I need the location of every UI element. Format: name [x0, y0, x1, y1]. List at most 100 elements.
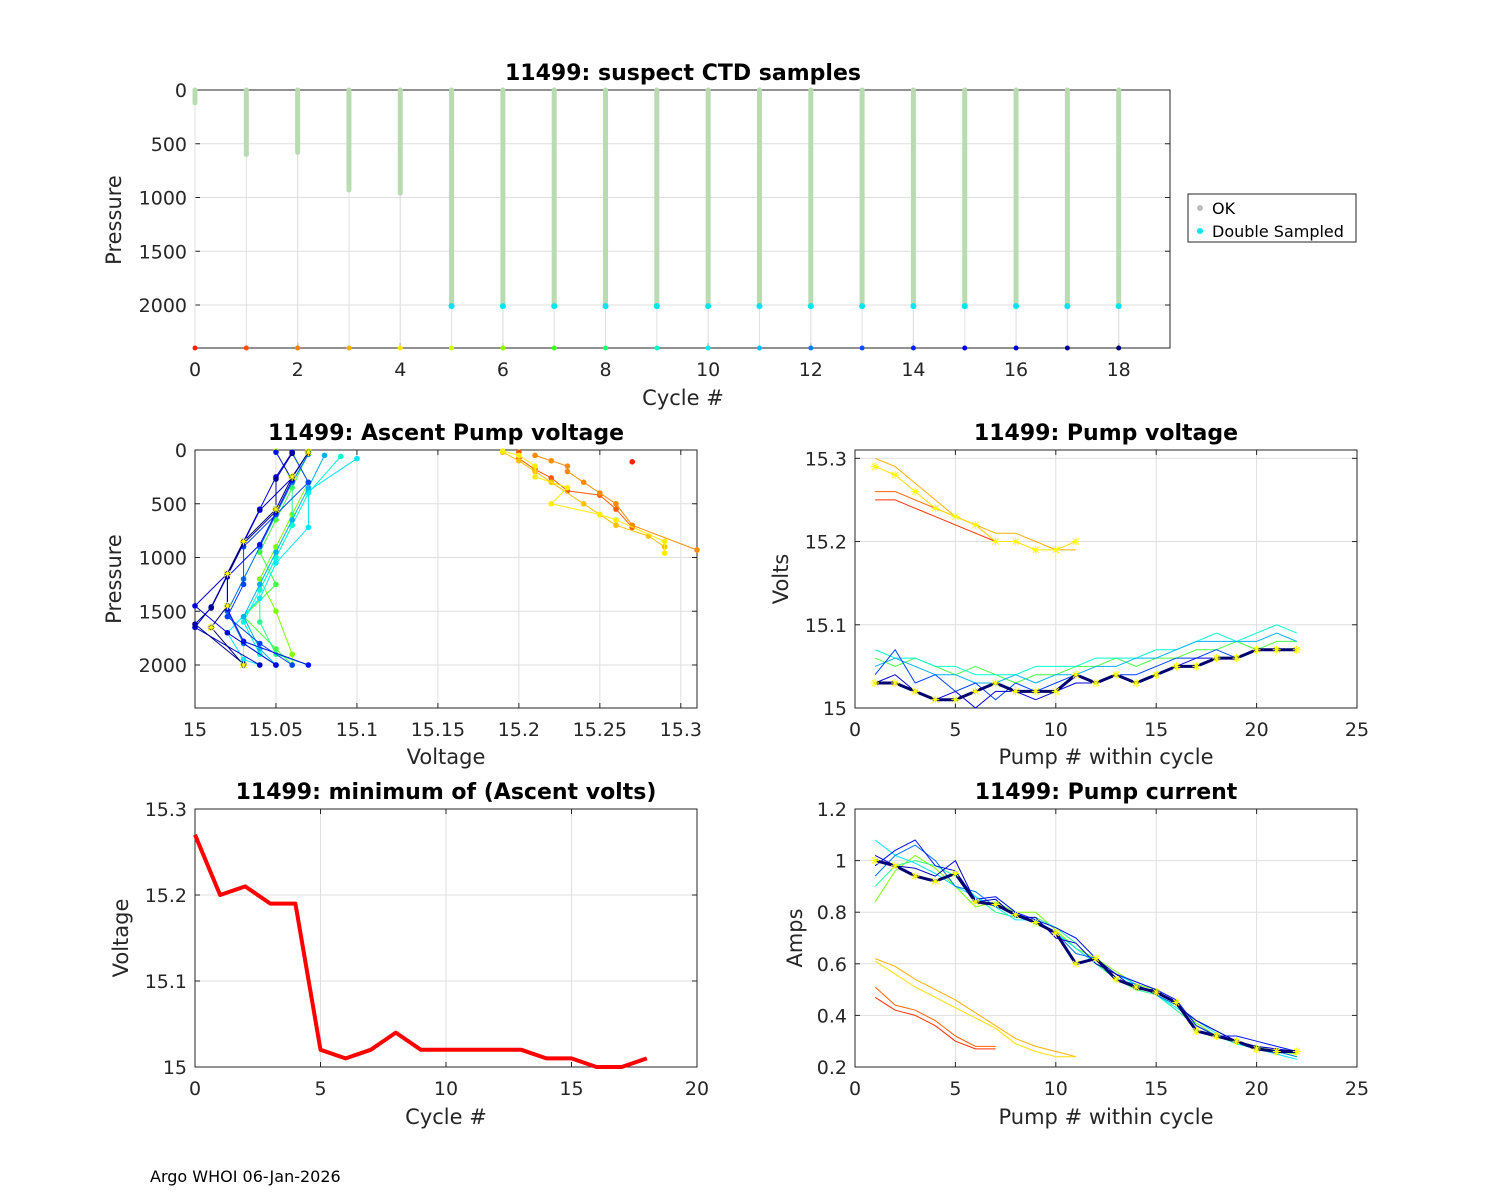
ascent-point: [273, 517, 279, 523]
pumpc-latest-star: [891, 861, 900, 870]
pumpv-series-line: [875, 648, 1297, 702]
ctd-cycle-marker: [397, 345, 403, 351]
pumpv-latest-star: [1192, 662, 1201, 671]
ascent-point: [694, 547, 700, 553]
ascent-point: [273, 581, 279, 588]
ascent-x-tick-label: 15.25: [573, 719, 627, 741]
ascent-latest-star: [207, 623, 216, 632]
ascent-point: [273, 449, 279, 455]
pumpv-y-tick-label: 15.2: [805, 532, 847, 554]
pumpv-latest-star: [891, 679, 900, 688]
pumpc-series-line: [874, 986, 996, 1047]
pumpv-star: [1031, 545, 1040, 554]
ctd-cycle-marker: [243, 345, 249, 351]
pumpv-axes-box: [854, 449, 1358, 709]
minv-x-tick-label: 20: [685, 1078, 709, 1100]
ascent-axes-box: [194, 449, 698, 709]
pumpv-y-tick-label: 15: [823, 698, 847, 720]
ctd-cycle-marker: [1013, 345, 1019, 351]
ascent-point: [532, 452, 538, 459]
ctd-double-sampled-point: [961, 303, 968, 310]
ascent-point: [613, 517, 619, 523]
ctd-cycle-marker: [1116, 345, 1122, 351]
ascent-point: [192, 621, 198, 627]
ascent-point: [273, 476, 279, 482]
ascent-point: [273, 560, 279, 566]
ascent-latest-star: [288, 472, 297, 481]
ascent-point: [532, 463, 538, 469]
legend-double-sampled-marker: [1197, 228, 1203, 234]
minv-y-axis-label: Voltage: [109, 899, 133, 978]
pumpv-star: [911, 487, 920, 496]
pumpc-series-line: [874, 854, 1297, 1052]
pumpv-latest-star: [1232, 654, 1241, 663]
pumpc-x-tick-label: 10: [1044, 1078, 1068, 1100]
minv-y-tick-label: 15.3: [145, 799, 187, 821]
ctd-y-tick-label: 2000: [139, 295, 187, 317]
ascent-point: [256, 541, 263, 548]
ascent-point: [613, 506, 619, 512]
ctd-cycle-marker: [962, 345, 968, 351]
ctd-cycle-marker: [449, 345, 455, 351]
pumpc-chart-title: 11499: Pump current: [975, 780, 1238, 805]
ctd-x-tick-label: 2: [292, 359, 304, 381]
ascent-point: [256, 576, 263, 582]
ascent-series-line: [194, 452, 293, 665]
pumpc-axes-box: [854, 808, 1358, 1068]
ctd-x-axis-label: Cycle #: [642, 386, 724, 410]
pumpc-marks: [871, 839, 1301, 1060]
pumpv-x-tick-label: 0: [849, 719, 861, 741]
ascent-point: [256, 662, 263, 668]
ascent-point: [273, 646, 279, 652]
ascent-point: [256, 581, 263, 588]
ascent-x-tick-label: 15.1: [336, 719, 378, 741]
ctd-x-tick-label: 8: [599, 359, 611, 381]
pumpc-latest-star: [1112, 975, 1121, 984]
pumpv-latest-star: [1011, 687, 1020, 696]
pumpc-latest-star: [1132, 983, 1141, 992]
ctd-x-tick-label: 16: [1004, 359, 1028, 381]
ascent-point: [256, 586, 263, 593]
ascent-point: [548, 500, 555, 507]
minv-x-tick-label: 15: [559, 1078, 583, 1100]
minv-chart-title: 11499: minimum of (Ascent volts): [236, 780, 657, 805]
ascent-series-line: [226, 458, 358, 666]
ctd-double-sampled-point: [910, 303, 917, 310]
ctd-x-tick-label: 4: [394, 359, 406, 381]
pumpv-y-axis-label: Volts: [769, 554, 793, 605]
ascent-point: [629, 459, 636, 465]
pumpv-latest-star: [1172, 662, 1181, 671]
pumpv-star: [971, 520, 980, 529]
pumpc-latest-star: [1011, 910, 1020, 919]
pumpv-x-tick-label: 25: [1345, 719, 1369, 741]
ascent-point: [613, 500, 619, 507]
pumpv-x-axis-label: Pump # within cycle: [999, 745, 1214, 769]
legend-ok-marker: [1197, 205, 1203, 211]
pumpc-latest-star: [1252, 1044, 1261, 1053]
minv-y-tick-label: 15.1: [145, 971, 187, 993]
pumpc-latest-star: [951, 869, 960, 878]
pumpv-x-tick-label: 10: [1044, 719, 1068, 741]
ascent-y-tick-label: 500: [151, 494, 187, 516]
pumpc-latest-star: [1071, 959, 1080, 968]
pumpc-series-line: [874, 859, 1297, 1053]
pumpv-latest-star: [1132, 679, 1141, 688]
ascent-series-line: [226, 451, 309, 666]
ascent-marks: [192, 448, 700, 669]
ascent-point: [273, 608, 279, 615]
ascent-x-tick-label: 15.3: [660, 719, 702, 741]
pumpc-latest-star: [1031, 918, 1040, 927]
ascent-point: [256, 640, 263, 647]
ascent-point: [354, 455, 360, 462]
pumpc-y-tick-label: 1: [835, 851, 847, 873]
pumpv-marks: [871, 457, 1301, 709]
minv-marks: [193, 834, 648, 1069]
pumpc-latest-star: [871, 856, 880, 865]
ctd-y-axis-label: Pressure: [102, 175, 126, 265]
pumpc-x-tick-label: 15: [1144, 1078, 1168, 1100]
ctd-double-sampled-point: [859, 303, 866, 310]
pumpc-latest-star: [931, 877, 940, 886]
ascent-point: [256, 595, 263, 602]
ascent-point: [597, 490, 603, 496]
